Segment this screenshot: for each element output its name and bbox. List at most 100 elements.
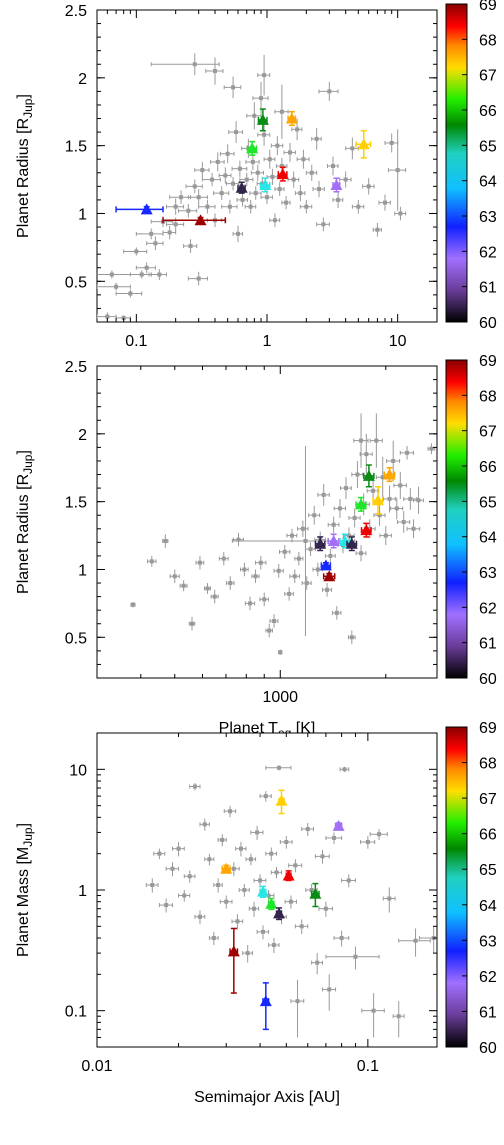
point-marker — [295, 127, 300, 132]
triangle-marker — [285, 112, 298, 124]
highlight-point — [256, 885, 269, 899]
background-point — [205, 57, 224, 85]
point-marker — [255, 170, 260, 175]
background-point — [325, 832, 343, 845]
point-marker — [323, 906, 328, 911]
point-marker — [353, 954, 358, 959]
background-point — [273, 564, 284, 578]
point-marker — [408, 496, 413, 501]
point-marker — [377, 832, 382, 837]
colorbar-tick-label: 69 — [479, 0, 497, 14]
background-point — [188, 616, 196, 631]
background-point — [246, 102, 262, 130]
point-marker — [250, 159, 255, 164]
background-point — [290, 979, 305, 1038]
point-marker — [216, 883, 221, 888]
point-marker — [205, 586, 210, 591]
point-marker — [259, 96, 264, 101]
point-marker — [179, 195, 184, 200]
point-marker — [343, 177, 348, 182]
background-point — [394, 206, 407, 221]
highlight-point — [355, 496, 368, 512]
point-marker — [231, 181, 236, 186]
background-point — [286, 528, 298, 543]
y-tick-label: 1 — [78, 206, 87, 223]
triangle-marker — [362, 469, 375, 481]
point-marker — [375, 227, 380, 232]
background-point — [294, 919, 309, 935]
colorbar-tick-label: 65 — [479, 494, 497, 511]
point-marker — [253, 574, 258, 579]
data-layer — [145, 765, 437, 1038]
background-point — [169, 569, 180, 584]
point-marker — [309, 170, 314, 175]
background-point — [244, 596, 256, 611]
background-point — [316, 217, 330, 232]
background-point — [223, 805, 237, 818]
point-marker — [258, 560, 263, 565]
background-point — [231, 914, 244, 930]
background-point — [351, 460, 364, 489]
colorbar-tick-label: 66 — [479, 103, 497, 120]
background-point — [251, 569, 260, 584]
background-point — [279, 545, 291, 559]
background-point — [218, 167, 232, 184]
background-point — [393, 471, 407, 499]
point-marker — [105, 314, 110, 319]
triangle-marker — [383, 468, 396, 480]
point-marker — [343, 486, 348, 491]
triangle-marker — [220, 862, 233, 874]
point-marker — [387, 896, 392, 901]
point-marker — [366, 184, 371, 189]
background-point — [299, 199, 313, 214]
highlight-point — [273, 907, 286, 921]
background-point — [204, 583, 211, 594]
background-point — [194, 910, 206, 925]
point-marker — [212, 594, 217, 599]
background-point — [289, 569, 301, 584]
point-marker — [236, 537, 241, 542]
triangle-marker — [282, 869, 295, 881]
point-marker — [128, 291, 133, 296]
triangle-marker — [275, 794, 288, 806]
background-point — [270, 867, 283, 879]
colorbar-tick-label: 60 — [479, 1040, 497, 1057]
chart-panel-3: 0.01 0.1 0.1 1 10 Semimajor Axis [AU] Planet M… — [15, 720, 497, 1106]
point-marker — [263, 794, 268, 799]
y-tick-label: 0.5 — [65, 630, 87, 647]
point-marker — [205, 204, 210, 209]
background-point — [348, 508, 361, 528]
background-point — [213, 186, 230, 200]
highlight-point — [227, 927, 240, 994]
background-point — [169, 190, 192, 204]
background-point — [265, 847, 278, 861]
data-layer — [130, 413, 436, 655]
point-marker — [182, 893, 187, 898]
triangle-marker — [235, 181, 248, 193]
colorbar-tick-label: 66 — [479, 827, 497, 844]
background-point — [392, 1001, 405, 1038]
colorbar-tick-label: 69 — [479, 720, 497, 737]
background-point — [268, 938, 280, 954]
background-point — [210, 152, 225, 172]
point-marker — [173, 222, 178, 227]
background-point — [259, 791, 272, 802]
point-marker — [309, 888, 314, 892]
point-marker — [413, 938, 418, 943]
x-tick-label: 1000 — [262, 689, 298, 706]
background-point — [97, 282, 131, 291]
background-point — [146, 555, 157, 567]
point-marker — [293, 863, 298, 868]
triangle-marker — [371, 494, 384, 506]
background-point — [398, 928, 431, 957]
background-point — [130, 602, 136, 608]
highlight-point — [256, 108, 269, 132]
point-marker — [144, 265, 149, 270]
highlight-point — [355, 129, 372, 159]
highlight-point — [332, 819, 345, 831]
highlight-point — [282, 869, 295, 882]
point-marker — [228, 809, 233, 814]
point-marker — [252, 906, 257, 911]
background-point — [427, 443, 436, 455]
x-tick-label: 1 — [263, 333, 272, 350]
